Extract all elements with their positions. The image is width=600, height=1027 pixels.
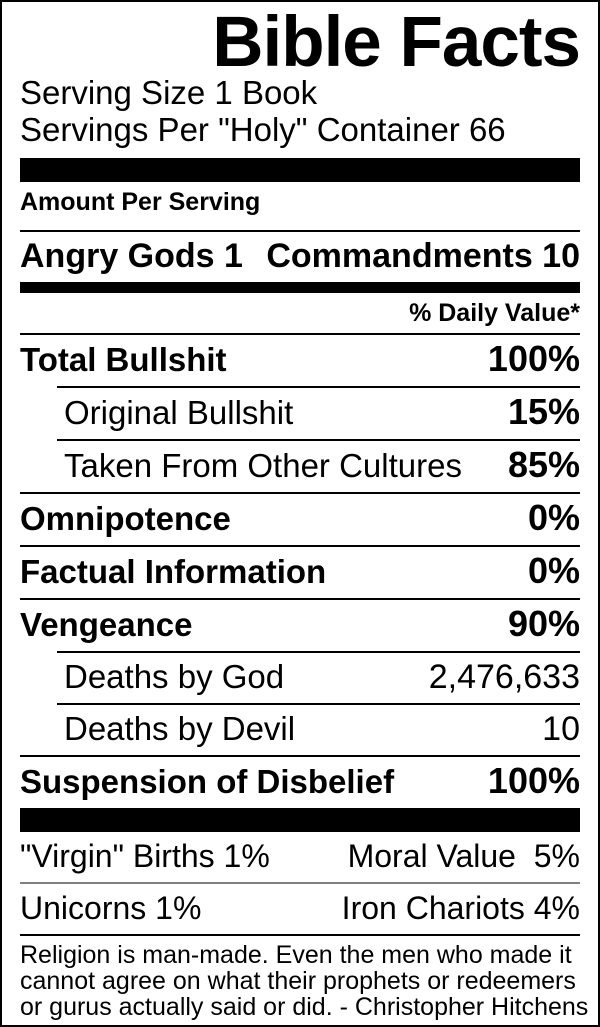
nutrient-row-total-bullshit: Total Bullshit 100% [20,335,580,386]
nutrient-row-vengeance: Vengeance 90% [20,600,580,651]
nutrient-row-suspension-of-disbelief: Suspension of Disbelief 100% [20,757,580,808]
quote-line-3: or gurus actually said or did. - Christo… [20,993,589,1021]
nutrient-name: Omnipotence [20,500,231,537]
divider [57,386,580,388]
nutrient-row-taken-from-other-cultures: Taken From Other Cultures 85% [20,441,580,492]
nutrient-value: 15% [507,391,580,432]
nutrient-name: Vengeance [20,606,193,643]
nutrient-row-deaths-by-devil: Deaths by Devil 10 [20,705,580,755]
nutrient-row-omnipotence: Omnipotence 0% [20,494,580,545]
thick-separator-bar-top [20,158,580,182]
divider [20,230,580,232]
footer-cell-iron-chariots: Iron Chariots 4% [341,890,580,926]
footer-cell-virgin-births: "Virgin" Births 1% [20,838,270,874]
divider [20,492,580,494]
thick-separator-bar-middle [20,282,580,293]
headline-left: Angry Gods 1 [20,237,243,275]
divider [20,333,580,335]
divider [57,703,580,705]
nutrient-value: 10 [542,710,580,748]
servings-per-container: Servings Per "Holy" Container 66 [20,111,506,148]
headline-row: Angry Gods 1 Commandments 10 [20,232,580,282]
nutrient-name: Deaths by Devil [64,710,296,747]
nutrient-row-factual-information: Factual Information 0% [20,547,580,598]
footer-cell-moral-value: Moral Value 5% [347,838,580,874]
amount-per-serving-label: Amount Per Serving [20,188,261,216]
footer-cell-unicorns: Unicorns 1% [20,890,202,926]
quote-line-1: Religion is man-made. Even the men who m… [20,941,572,969]
footer-row-1: "Virgin" Births 1% Moral Value 5% [20,832,580,882]
nutrient-value: 0% [527,550,580,591]
nutrient-value: 0% [527,497,580,538]
nutrient-value: 90% [507,603,580,644]
divider [20,545,580,547]
nutrient-name: Taken From Other Cultures [64,447,462,484]
divider [20,934,580,936]
thick-separator-bar-bottom [20,808,580,832]
nutrient-name: Factual Information [20,553,327,590]
nutrient-value: 100% [487,338,580,379]
nutrient-name: Suspension of Disbelief [20,763,395,800]
nutrient-name: Total Bullshit [20,341,227,378]
divider [57,651,580,653]
nutrient-value: 100% [487,760,580,801]
divider [57,439,580,441]
serving-size: Serving Size 1 Book [20,74,318,111]
daily-value-header: % Daily Value* [409,299,580,327]
quote-line-2: cannot agree on what their prophets or r… [20,967,576,995]
nutrient-row-original-bullshit: Original Bullshit 15% [20,388,580,439]
nutrient-value: 85% [507,444,580,485]
hitchens-quote: Religion is man-made. Even the men who m… [20,936,589,1021]
divider [20,598,580,600]
divider [20,755,580,757]
nutrient-name: Deaths by God [64,658,285,695]
nutrient-value: 2,476,633 [428,658,580,696]
headline-right: Commandments 10 [266,237,580,275]
nutrient-row-deaths-by-god: Deaths by God 2,476,633 [20,653,580,703]
divider-gray [20,882,580,884]
label-title: Bible Facts [212,3,581,82]
nutrient-name: Original Bullshit [64,394,294,431]
footer-row-2: Unicorns 1% Iron Chariots 4% [20,884,580,934]
